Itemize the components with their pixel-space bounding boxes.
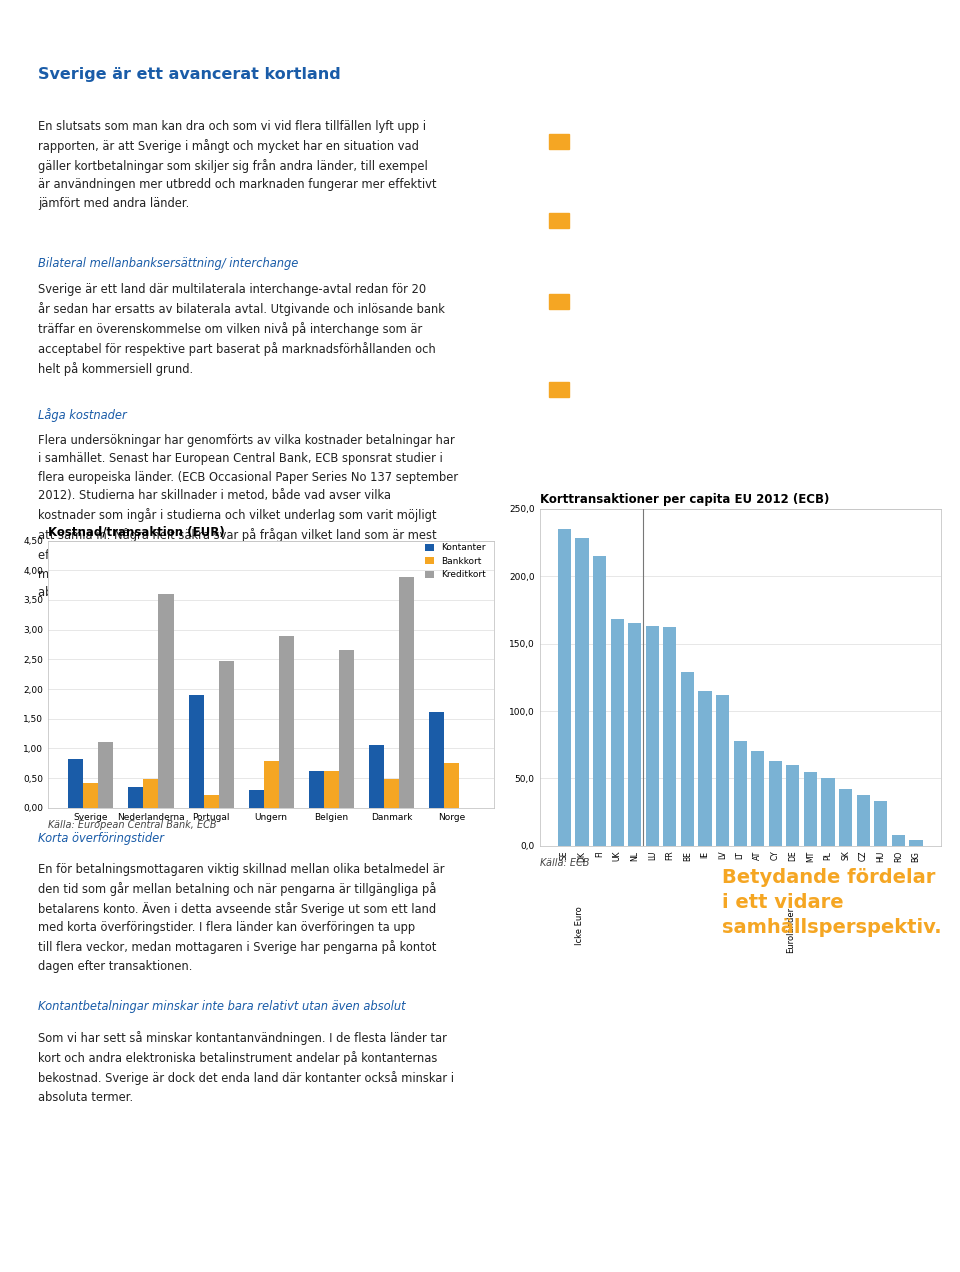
Bar xyxy=(839,789,852,846)
Bar xyxy=(68,759,84,808)
Bar xyxy=(892,836,905,846)
Bar xyxy=(909,841,923,846)
Bar xyxy=(549,212,569,228)
Bar xyxy=(628,623,641,846)
Bar xyxy=(804,772,817,846)
Bar xyxy=(663,627,677,846)
Text: De viktigaste slutsatserna är:: De viktigaste slutsatserna är: xyxy=(560,103,744,117)
Text: Kortbetalningarna har stora
fördelar för både konsumenter och
företag som betala: Kortbetalningarna har stora fördelar för… xyxy=(588,144,795,187)
Bar xyxy=(769,761,781,846)
Text: Flera undersökningar har genomförts av vilka kostnader betalningar har
i samhäll: Flera undersökningar har genomförts av v… xyxy=(38,434,459,599)
Bar xyxy=(856,795,870,846)
Bar xyxy=(681,672,694,846)
Bar xyxy=(716,695,730,846)
Text: En för betalningsmottagaren viktig skillnad mellan olika betalmedel är
den tid s: En för betalningsmottagaren viktig skill… xyxy=(38,862,444,973)
Text: Icke Euro: Icke Euro xyxy=(575,907,584,945)
Bar xyxy=(593,556,606,846)
Bar xyxy=(699,691,711,846)
Bar xyxy=(384,780,399,808)
Bar xyxy=(875,801,887,846)
Bar xyxy=(129,787,143,808)
Bar xyxy=(21,1213,27,1264)
Bar xyxy=(822,778,834,846)
Text: Låga kostnader: Låga kostnader xyxy=(38,408,127,422)
Bar xyxy=(143,780,158,808)
Text: Sverige är ett land där multilaterala interchange-avtal redan för 20
år sedan ha: Sverige är ett land där multilaterala in… xyxy=(38,282,445,375)
Text: Kortbetalningarnas betydelse i samhället: Kortbetalningarnas betydelse i samhället xyxy=(72,1233,329,1245)
Bar xyxy=(98,743,113,808)
Bar xyxy=(369,745,384,808)
Text: 8: 8 xyxy=(36,1230,49,1248)
Bar xyxy=(429,711,444,808)
Bar xyxy=(786,764,800,846)
Text: Korta överföringstider: Korta överföringstider xyxy=(38,832,164,845)
Bar xyxy=(188,695,204,808)
Bar xyxy=(219,660,233,808)
Bar xyxy=(278,636,294,808)
Text: Kostnad/transaktion (EUR): Kostnad/transaktion (EUR) xyxy=(48,525,225,538)
Text: Kortbetalningarna har stora
fördelar för flera olika kategorier
betalningsmottag: Kortbetalningarna har stora fördelar för… xyxy=(588,224,782,266)
Bar xyxy=(549,294,569,309)
Bar xyxy=(751,752,764,846)
Bar xyxy=(646,626,659,846)
Bar xyxy=(84,782,98,808)
Bar xyxy=(558,529,571,846)
Bar xyxy=(611,619,624,846)
Legend: Kontanter, Bankkort, Kreditkort: Kontanter, Bankkort, Kreditkort xyxy=(421,539,490,583)
Bar xyxy=(309,771,324,808)
Text: Euroländer: Euroländer xyxy=(786,907,795,953)
Bar xyxy=(249,790,264,808)
Text: Som vi har sett så minskar kontantanvändningen. I de flesta länder tar
kort och : Som vi har sett så minskar kontantanvänd… xyxy=(38,1032,454,1104)
Bar xyxy=(549,382,569,397)
Bar xyxy=(733,740,747,846)
Bar xyxy=(339,650,354,808)
Text: Kortbetalningar i nuläget: Kortbetalningar i nuläget xyxy=(560,64,778,78)
Bar xyxy=(204,795,219,808)
Text: En slutsats som man kan dra och som vi vid flera tillfällen lyft upp i
rapporten: En slutsats som man kan dra och som vi v… xyxy=(38,120,437,210)
Bar xyxy=(575,538,588,846)
Bar xyxy=(399,577,414,808)
Text: Källa: European Central Bank, ECB: Källa: European Central Bank, ECB xyxy=(48,820,217,831)
Text: Betydande fördelar i ett vidare
samhällsperspektiv.: Betydande fördelar i ett vidare samhälls… xyxy=(588,304,772,332)
Text: Bilateral mellanbanksersättning/ interchange: Bilateral mellanbanksersättning/ interch… xyxy=(38,257,299,270)
Text: Korttransaktioner per capita EU 2012 (ECB): Korttransaktioner per capita EU 2012 (EC… xyxy=(540,494,828,506)
Text: Betydande fördelar
i ett vidare
samhällsperspektiv.: Betydande fördelar i ett vidare samhälls… xyxy=(722,869,942,937)
Text: Sverige är ett väl utvecklat
kortbetalningsland med högst antal
kortbetalningar : Sverige är ett väl utvecklat kortbetalni… xyxy=(588,393,801,450)
Bar xyxy=(158,594,174,808)
Bar xyxy=(324,771,339,808)
Text: Källa: ECB: Källa: ECB xyxy=(540,859,589,869)
Text: Kontantbetalningar minskar inte bara relativt utan även absolut: Kontantbetalningar minskar inte bara rel… xyxy=(38,1000,406,1014)
Bar xyxy=(444,763,459,808)
Text: Sverige är ett avancerat kortland: Sverige är ett avancerat kortland xyxy=(38,67,341,83)
Bar xyxy=(264,762,278,808)
Bar xyxy=(549,134,569,149)
